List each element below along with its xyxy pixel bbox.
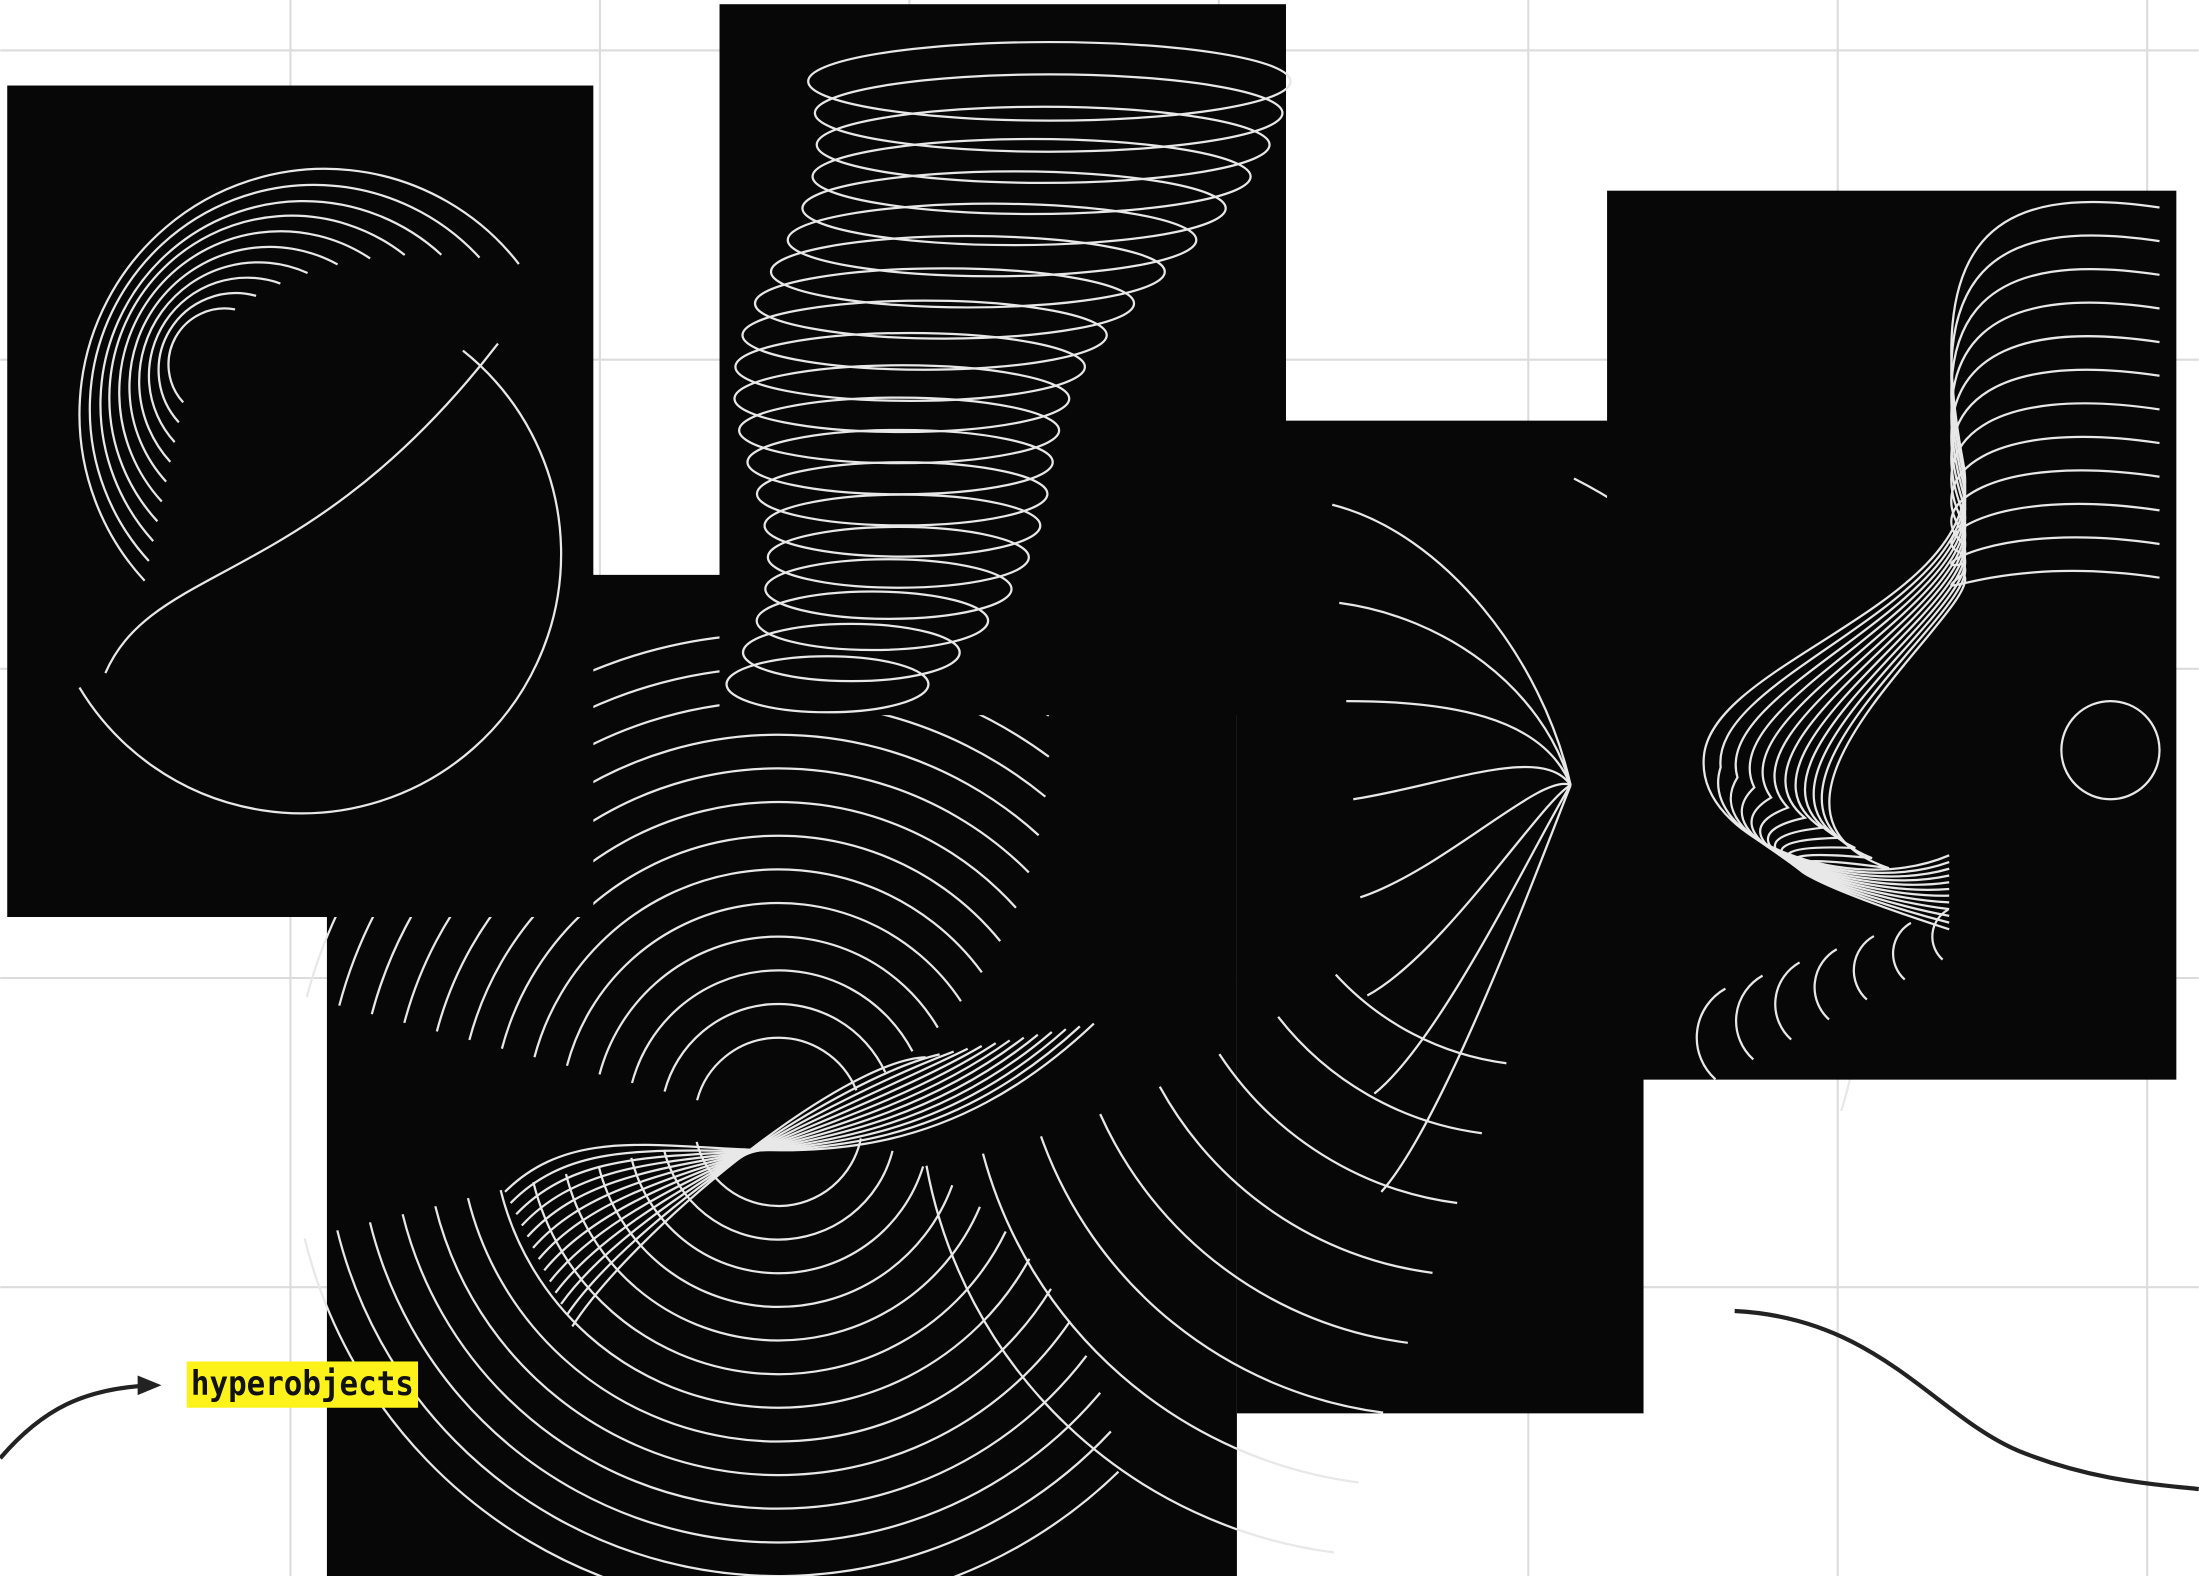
loop — [766, 525, 1030, 589]
blade — [1331, 503, 1572, 786]
ring — [598, 935, 939, 1075]
blade — [1359, 782, 1572, 899]
loop — [733, 364, 1071, 434]
loop — [746, 428, 1054, 496]
ring — [565, 901, 962, 1067]
fan-arc — [157, 291, 257, 424]
ring — [466, 1197, 1052, 1443]
curl — [1891, 921, 1912, 981]
blade — [1158, 1086, 1433, 1274]
loop — [786, 202, 1198, 278]
contour — [1796, 569, 2160, 931]
loop — [738, 396, 1061, 465]
ring — [500, 834, 1002, 1049]
fan-arc — [78, 167, 520, 582]
curve-right — [1734, 1308, 2199, 1492]
loop — [741, 622, 961, 683]
curl — [1774, 961, 1801, 1041]
ring — [532, 1181, 1007, 1376]
blade — [981, 1153, 1359, 1484]
curl — [1695, 987, 1726, 1081]
curl — [1852, 935, 1875, 1001]
loop — [813, 73, 1284, 153]
fan-arc — [88, 183, 481, 562]
ring — [435, 767, 1030, 1032]
ring — [368, 1222, 1102, 1544]
ring — [499, 1189, 1031, 1409]
loop — [801, 170, 1227, 247]
blade — [1218, 1053, 1458, 1205]
panel-fan — [1236, 420, 1644, 1414]
blade — [1373, 784, 1572, 1095]
ring — [696, 1036, 858, 1101]
label-highlight — [186, 1361, 419, 1408]
fan-arc — [99, 200, 443, 542]
art-waves — [1695, 200, 2161, 1081]
loop — [769, 234, 1166, 309]
fan-arc — [167, 307, 236, 404]
blade — [1339, 601, 1572, 786]
blade — [1366, 784, 1572, 997]
fan-arc — [147, 276, 281, 443]
arc — [104, 342, 499, 674]
blade — [1346, 699, 1572, 786]
art-sphere — [78, 167, 563, 815]
fan-arc — [138, 261, 309, 463]
art-circles — [303, 632, 1120, 1576]
loop — [807, 40, 1292, 122]
blade — [1353, 765, 1572, 801]
art-tornado — [725, 40, 1292, 714]
ring — [564, 1173, 981, 1342]
label: hyperobjects — [191, 1364, 414, 1403]
blade — [1039, 1136, 1384, 1414]
loop — [741, 299, 1108, 371]
wave — [571, 1056, 926, 1328]
blade — [925, 1165, 1335, 1554]
loop — [811, 137, 1252, 216]
ring — [2060, 699, 2161, 801]
ring — [434, 1205, 1071, 1477]
blade — [1099, 1113, 1408, 1344]
blade — [1380, 784, 1572, 1193]
loop — [753, 267, 1136, 340]
ring — [533, 868, 983, 1058]
panel-sphere — [7, 85, 594, 917]
loop — [764, 558, 1013, 620]
arrow-head — [137, 1375, 162, 1396]
blade — [1277, 1016, 1483, 1135]
arc — [78, 349, 563, 815]
loop — [815, 105, 1271, 184]
fan-arc — [128, 245, 339, 483]
loop — [725, 655, 930, 714]
fan-arc — [108, 214, 406, 523]
ring — [597, 1165, 954, 1309]
fan-arc — [118, 230, 371, 503]
blade — [1334, 973, 1507, 1065]
curl — [1931, 908, 1949, 961]
ring — [663, 1002, 887, 1092]
ring — [630, 1157, 925, 1275]
loop — [734, 331, 1087, 402]
curl — [1813, 948, 1838, 1021]
ring — [662, 1149, 894, 1241]
ring — [401, 1213, 1088, 1510]
loop — [755, 590, 990, 652]
arrow-left — [0, 1383, 152, 1460]
ring — [468, 800, 1017, 1041]
panel-waves — [1607, 190, 2177, 1080]
ring — [630, 969, 914, 1084]
curl — [1735, 974, 1764, 1061]
